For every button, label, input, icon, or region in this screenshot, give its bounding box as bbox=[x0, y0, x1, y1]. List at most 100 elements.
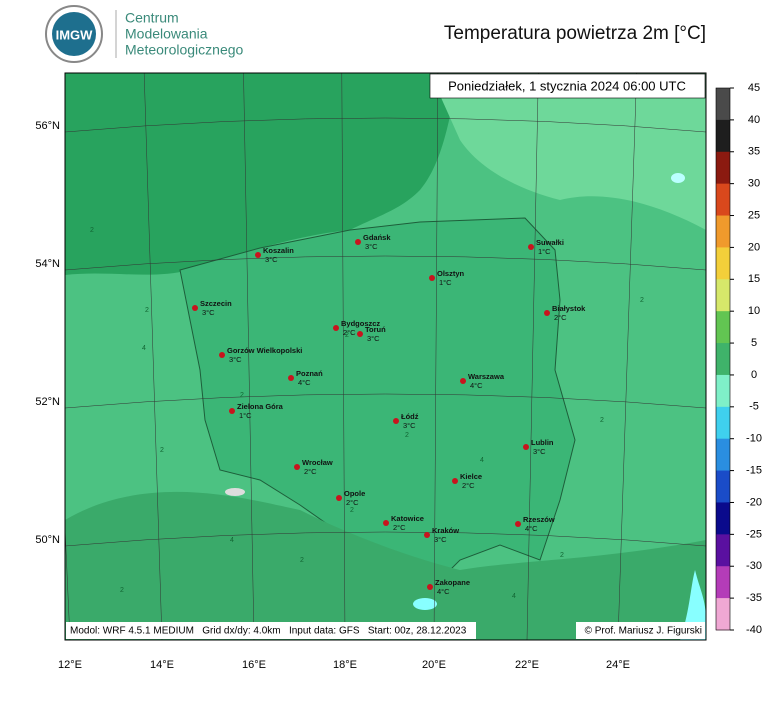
colorbar-segment bbox=[716, 311, 730, 344]
city-marker bbox=[333, 325, 339, 331]
colorbar-tick-label: 30 bbox=[748, 178, 760, 190]
city-name: Lublin bbox=[531, 438, 554, 447]
contour-label: 4 bbox=[480, 457, 484, 464]
colorbar-tick-label: -20 bbox=[746, 496, 762, 508]
city-temperature: 3°C bbox=[365, 242, 378, 251]
city-name: Bydgoszcz bbox=[341, 319, 380, 328]
city-temperature: 4°C bbox=[298, 378, 311, 387]
city-marker bbox=[429, 275, 435, 281]
colorbar-tick-label: 25 bbox=[748, 209, 760, 221]
colorbar-segment bbox=[716, 88, 730, 121]
colorbar-segment bbox=[716, 247, 730, 280]
lat-label: 50°N bbox=[35, 534, 60, 546]
city-name: Kielce bbox=[460, 472, 482, 481]
meridian bbox=[65, 521, 71, 640]
contour-label: 2 bbox=[240, 392, 244, 399]
colorbar-segment bbox=[716, 183, 730, 217]
colorbar-tick-label: 5 bbox=[751, 337, 757, 349]
city-temperature: 3°C bbox=[229, 355, 242, 364]
city-temperature: 2°C bbox=[346, 498, 359, 507]
colorbar-frame bbox=[715, 87, 731, 631]
logo-line: Modelowania bbox=[125, 26, 208, 42]
contour-label: 2 bbox=[350, 507, 354, 514]
lat-label: 54°N bbox=[35, 258, 60, 270]
footer-box bbox=[576, 622, 705, 639]
city-name: Kraków bbox=[432, 526, 459, 535]
colorbar-tick-label: 35 bbox=[748, 146, 760, 158]
lon-label: 16°E bbox=[242, 659, 266, 671]
city-temperature: 2°C bbox=[554, 313, 567, 322]
city-marker bbox=[357, 331, 363, 337]
city-name: Poznań bbox=[296, 369, 323, 378]
city-temperature: 2°C bbox=[462, 481, 475, 490]
city-temperature: 2°C bbox=[393, 523, 406, 532]
colorbar-segment bbox=[716, 119, 730, 153]
contour-label: 4 bbox=[230, 537, 234, 544]
contour-label: 2 bbox=[600, 417, 604, 424]
colorbar-segment bbox=[716, 438, 730, 472]
city-name: Suwałki bbox=[536, 238, 564, 247]
meridian bbox=[433, 73, 439, 640]
lon-label: 18°E bbox=[333, 659, 357, 671]
logo-inner bbox=[52, 12, 96, 56]
colorbar-tick-label: -30 bbox=[746, 560, 762, 572]
city-marker bbox=[294, 464, 300, 470]
city-marker bbox=[424, 532, 430, 538]
contour-label: 2 bbox=[90, 227, 94, 234]
city-temperature: 4°C bbox=[525, 524, 538, 533]
city-marker bbox=[383, 520, 389, 526]
parallel bbox=[65, 255, 706, 271]
city-name: Zakopane bbox=[435, 578, 470, 587]
colorbar-tick-label: 40 bbox=[748, 114, 760, 126]
footer-right: © Prof. Mariusz J. Figurski bbox=[585, 626, 702, 637]
city-name: Gorzów Wielkopolski bbox=[227, 346, 302, 355]
colorbar-segment bbox=[716, 534, 730, 567]
city-name: Koszalin bbox=[263, 246, 294, 255]
colorbar-tick-label: -5 bbox=[749, 401, 759, 413]
lon-label: 12°E bbox=[58, 659, 82, 671]
poland-border bbox=[179, 217, 576, 591]
city-marker bbox=[452, 478, 458, 484]
footer-left: Modol: WRF 4.5.1 MEDIUM Grid dx/dy: 4.0k… bbox=[70, 626, 467, 637]
city-temperature: 4°C bbox=[437, 587, 450, 596]
city-temperature: 3°C bbox=[403, 421, 416, 430]
colorbar-tick-label: 15 bbox=[748, 273, 760, 285]
city-temperature: 2°C bbox=[343, 328, 356, 337]
colorbar-segment bbox=[716, 343, 730, 376]
graticule bbox=[65, 73, 706, 640]
logo-line: Centrum bbox=[125, 10, 179, 26]
mountains bbox=[65, 491, 706, 640]
meridian bbox=[143, 73, 163, 640]
colorbar-tick-label: -25 bbox=[746, 528, 762, 540]
meridian bbox=[243, 73, 255, 640]
colorbar-segment bbox=[716, 598, 730, 631]
city-marker bbox=[460, 378, 466, 384]
city-temperature: 3°C bbox=[367, 334, 380, 343]
colorbar-segment bbox=[716, 502, 730, 535]
city-marker bbox=[355, 239, 361, 245]
colorbar-segment bbox=[716, 374, 730, 408]
cold-spot bbox=[413, 598, 437, 610]
city-name: Warszawa bbox=[468, 372, 505, 381]
meridian bbox=[526, 73, 539, 640]
city-marker bbox=[523, 444, 529, 450]
city-temperature: 3°C bbox=[533, 447, 546, 456]
contour-label: 2 bbox=[160, 447, 164, 454]
contour-label: 2 bbox=[145, 307, 149, 314]
lon-label: 22°E bbox=[515, 659, 539, 671]
lon-label: 14°E bbox=[150, 659, 174, 671]
city-temperature: 3°C bbox=[265, 255, 278, 264]
lake bbox=[671, 173, 685, 183]
lon-label: 24°E bbox=[606, 659, 630, 671]
sea bbox=[65, 73, 460, 275]
logo-line: Meteorologicznego bbox=[125, 42, 244, 58]
city-marker bbox=[336, 495, 342, 501]
contour-label: 2 bbox=[300, 557, 304, 564]
city-marker bbox=[528, 244, 534, 250]
colorbar-segment bbox=[716, 470, 730, 503]
city-name: Łódź bbox=[401, 412, 419, 421]
logo-text: IMGW bbox=[56, 27, 94, 42]
city-marker bbox=[255, 252, 261, 258]
city-name: Toruń bbox=[365, 325, 386, 334]
